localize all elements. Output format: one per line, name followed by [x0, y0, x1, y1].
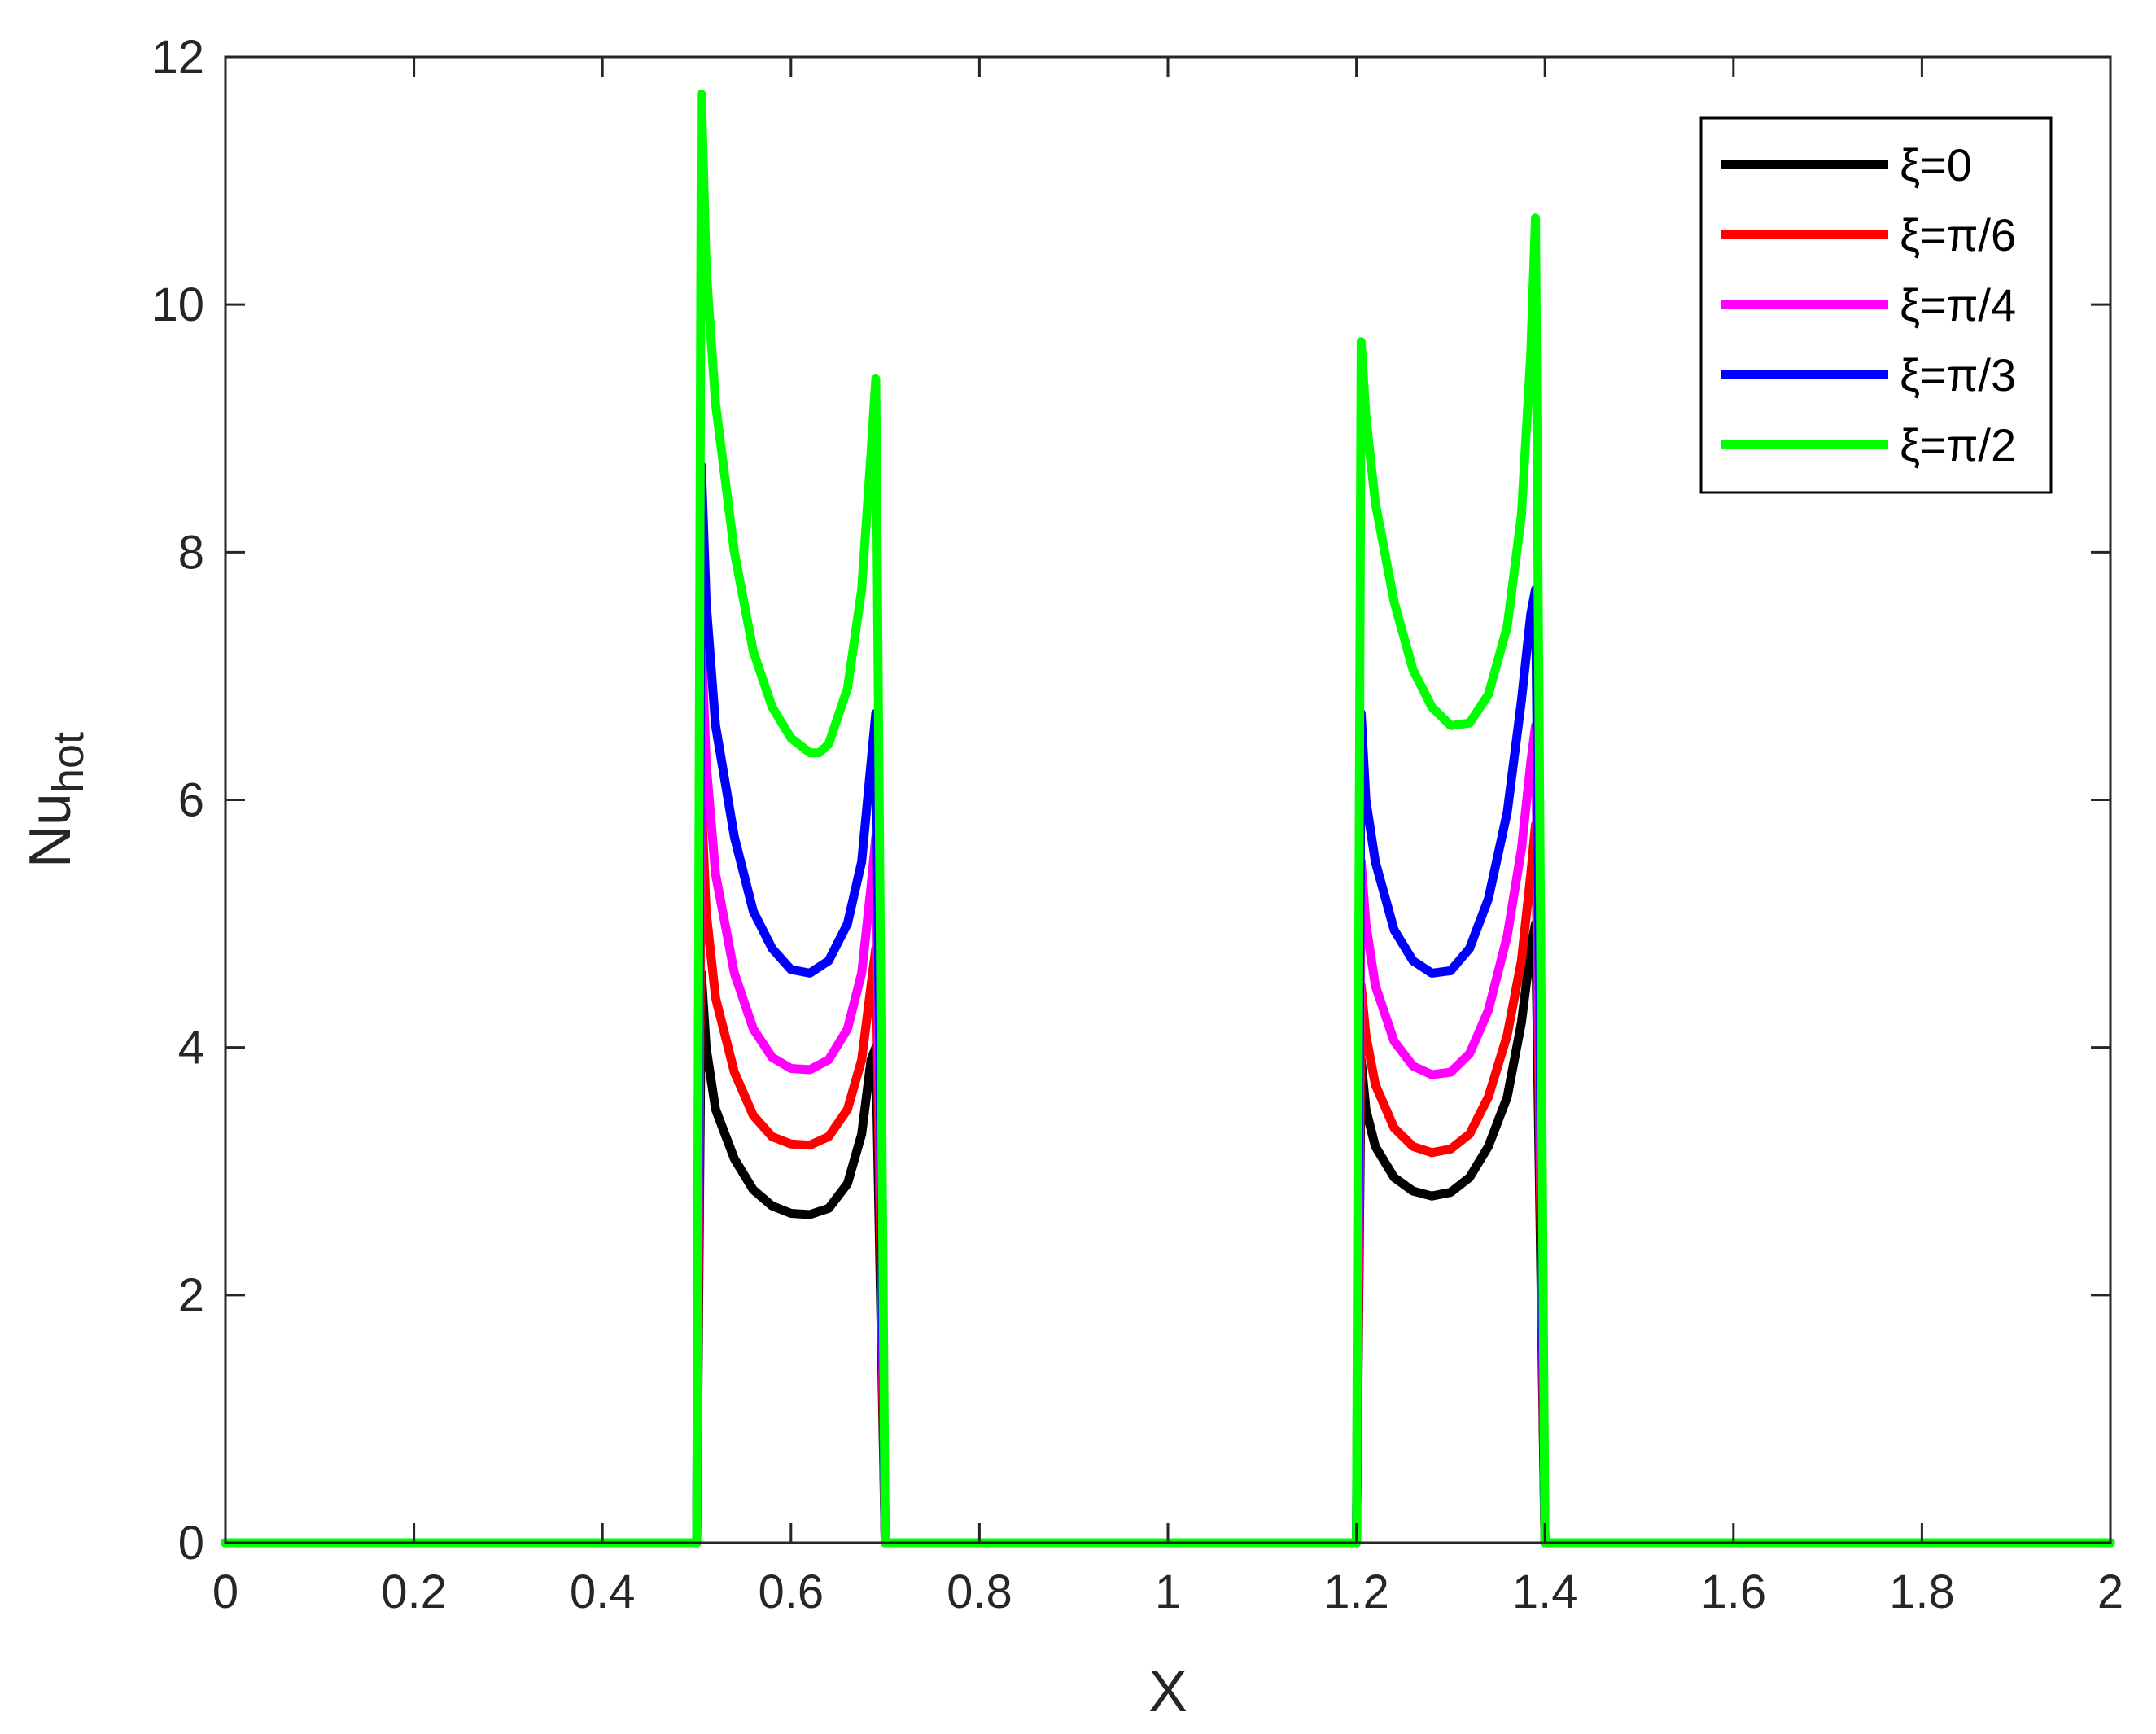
- y-tick-label: 4: [178, 1022, 204, 1075]
- legend-label-1: ξ=π/6: [1900, 209, 2016, 261]
- y-tick-label: 8: [178, 526, 204, 579]
- ticks-layer: [224, 55, 2112, 1544]
- x-tick-label: 1.6: [1700, 1565, 1766, 1618]
- x-tick-label: 0.6: [758, 1565, 824, 1618]
- x-tick-label: 1.8: [1889, 1565, 1955, 1618]
- legend-label-4: ξ=π/2: [1900, 419, 2016, 471]
- y-tick-label: 0: [178, 1517, 204, 1570]
- x-tick-label: 0.2: [381, 1565, 447, 1618]
- y-tick-label: 12: [151, 31, 204, 84]
- y-tick-label: 2: [178, 1269, 204, 1322]
- x-tick-label: 0.8: [947, 1565, 1012, 1618]
- x-tick-label: 1.2: [1323, 1565, 1389, 1618]
- x-axis-label: X: [1148, 1659, 1187, 1724]
- x-tick-label: 1.4: [1512, 1565, 1578, 1618]
- x-tick-label: 0: [212, 1565, 238, 1618]
- y-axis-label: Nuhot: [18, 732, 93, 868]
- y-tick-label: 6: [178, 774, 204, 827]
- legend-label-2: ξ=π/4: [1900, 279, 2016, 331]
- y-axis-label-sub: hot: [44, 732, 93, 793]
- legend-label-0: ξ=0: [1900, 139, 1972, 190]
- x-tick-label: 1: [1155, 1565, 1181, 1618]
- legend: ξ=0 ξ=π/6 ξ=π/4 ξ=π/3 ξ=π/2: [1699, 116, 2053, 494]
- y-tick-label: 10: [151, 278, 204, 331]
- legend-label-3: ξ=π/3: [1900, 349, 2016, 401]
- y-axis-label-main: Nu: [18, 793, 83, 868]
- x-tick-label: 2: [2097, 1565, 2123, 1618]
- tick-labels: 0 0.2 0.4 0.6 0.8 1 1.2 1.4 1.6 1.8 2 0 2 4 6 8 10 12: [151, 31, 2123, 1618]
- x-tick-label: 0.4: [570, 1565, 636, 1618]
- legend-items: ξ=0 ξ=π/6 ξ=π/4 ξ=π/3 ξ=π/2: [1721, 139, 2016, 471]
